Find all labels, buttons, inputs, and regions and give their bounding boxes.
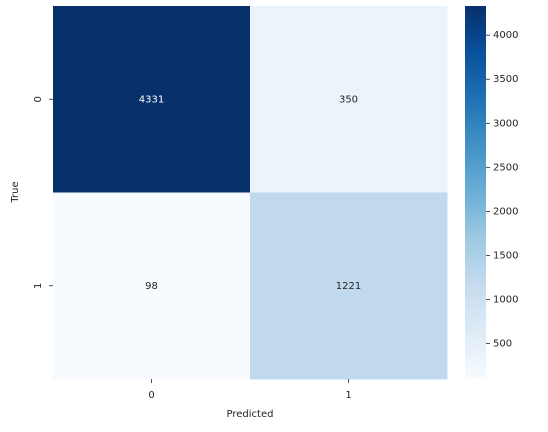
x-tick-label: 0 xyxy=(148,390,154,401)
colorbar-tick-label: 2000 xyxy=(493,206,518,217)
x-axis-label: Predicted xyxy=(227,409,274,420)
y-tick-label: 1 xyxy=(33,283,44,289)
cell xyxy=(53,6,251,193)
colorbar-tick-label: 3000 xyxy=(493,118,518,129)
cell-label: 1221 xyxy=(336,281,361,292)
cell xyxy=(250,6,448,193)
colorbar-tick-label: 500 xyxy=(493,339,512,350)
colorbar-tick-label: 2500 xyxy=(493,162,518,173)
cell xyxy=(250,192,448,380)
x-tick-label: 1 xyxy=(345,390,351,401)
cell-label: 4331 xyxy=(139,94,164,105)
colorbar-tick-label: 1000 xyxy=(493,295,518,306)
colorbar-tick-label: 1500 xyxy=(493,250,518,261)
y-axis-label: True xyxy=(10,181,21,203)
colorbar-tick-label: 3500 xyxy=(493,74,518,85)
y-tick-label: 0 xyxy=(33,96,44,102)
colorbar xyxy=(465,6,486,379)
cell xyxy=(53,192,251,380)
colorbar-tick-label: 4000 xyxy=(493,30,518,41)
cell-label: 98 xyxy=(145,281,158,292)
cell-label: 350 xyxy=(339,94,358,105)
